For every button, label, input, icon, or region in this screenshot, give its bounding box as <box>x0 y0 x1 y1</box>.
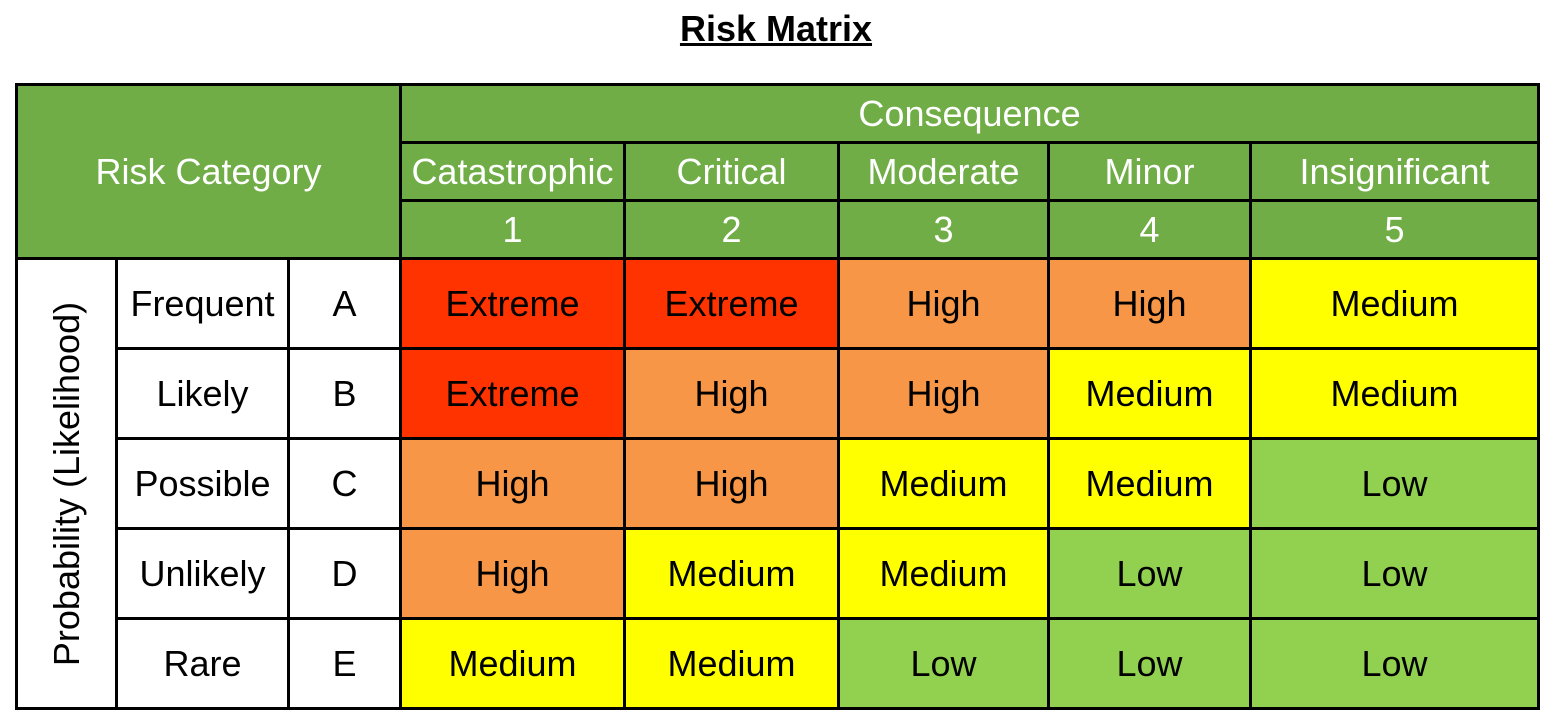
likelihood-code: E <box>287 617 402 710</box>
risk-cell: High <box>1047 257 1252 350</box>
likelihood-code: B <box>287 347 402 440</box>
likelihood-code: A <box>287 257 402 350</box>
likelihood-label: Possible <box>115 437 290 530</box>
likelihood-label: Unlikely <box>115 527 290 620</box>
matrix-row: Rare E Medium Medium Low Low Low <box>17 617 1541 710</box>
consequence-number: 4 <box>1047 199 1252 260</box>
risk-cell: Medium <box>1047 347 1252 440</box>
risk-cell: Medium <box>1248 257 1541 350</box>
risk-cell: Medium <box>1248 347 1541 440</box>
matrix-row: Probability (Likelihood) Frequent A Extr… <box>15 257 1541 710</box>
risk-cell: Low <box>837 617 1050 710</box>
risk-cell: Medium <box>1047 437 1252 530</box>
risk-cell: High <box>399 437 626 530</box>
probability-axis-cell: Probability (Likelihood) <box>15 257 118 710</box>
risk-cell: Medium <box>837 527 1050 620</box>
consequence-label: Critical <box>623 141 840 202</box>
likelihood-label: Rare <box>115 617 290 710</box>
likelihood-label: Frequent <box>115 257 290 350</box>
risk-category-header: Risk Category <box>15 83 402 260</box>
risk-cell: Low <box>1047 527 1252 620</box>
risk-cell: Low <box>1248 437 1541 530</box>
risk-cell: High <box>837 347 1050 440</box>
risk-cell: Medium <box>399 617 626 710</box>
page-title: Risk Matrix <box>679 8 873 49</box>
risk-cell: Low <box>1047 617 1252 710</box>
risk-cell: Extreme <box>623 257 840 350</box>
consequence-label: Minor <box>1047 141 1252 202</box>
likelihood-code: D <box>287 527 402 620</box>
matrix-row: Unlikely D High Medium Medium Low Low <box>17 527 1541 620</box>
risk-cell: High <box>623 347 840 440</box>
consequence-number: 3 <box>837 199 1050 260</box>
consequence-label: Moderate <box>837 141 1050 202</box>
probability-label: Probability (Likelihood) <box>45 301 87 666</box>
matrix-row: Likely B Extreme High High Medium Medium <box>17 347 1541 440</box>
matrix-row: Possible C High High Medium Medium Low <box>17 437 1541 530</box>
risk-cell: Extreme <box>399 347 626 440</box>
consequence-number: 2 <box>623 199 840 260</box>
risk-cell: Medium <box>623 617 840 710</box>
risk-cell: High <box>623 437 840 530</box>
consequence-header: Consequence <box>398 83 1541 144</box>
consequence-number: 5 <box>1248 199 1541 260</box>
consequence-number: 1 <box>399 199 626 260</box>
risk-cell: High <box>399 527 626 620</box>
likelihood-label: Likely <box>115 347 290 440</box>
risk-cell: Low <box>1248 617 1541 710</box>
risk-cell: Medium <box>623 527 840 620</box>
consequence-label: Insignificant <box>1248 141 1541 202</box>
risk-matrix-table: Risk Category Consequence Catastrophic C… <box>15 83 1541 710</box>
risk-cell: Medium <box>837 437 1050 530</box>
risk-cell: Extreme <box>399 257 626 350</box>
consequence-label: Catastrophic <box>399 141 626 202</box>
risk-cell: High <box>837 257 1050 350</box>
risk-cell: Low <box>1248 527 1541 620</box>
likelihood-code: C <box>287 437 402 530</box>
